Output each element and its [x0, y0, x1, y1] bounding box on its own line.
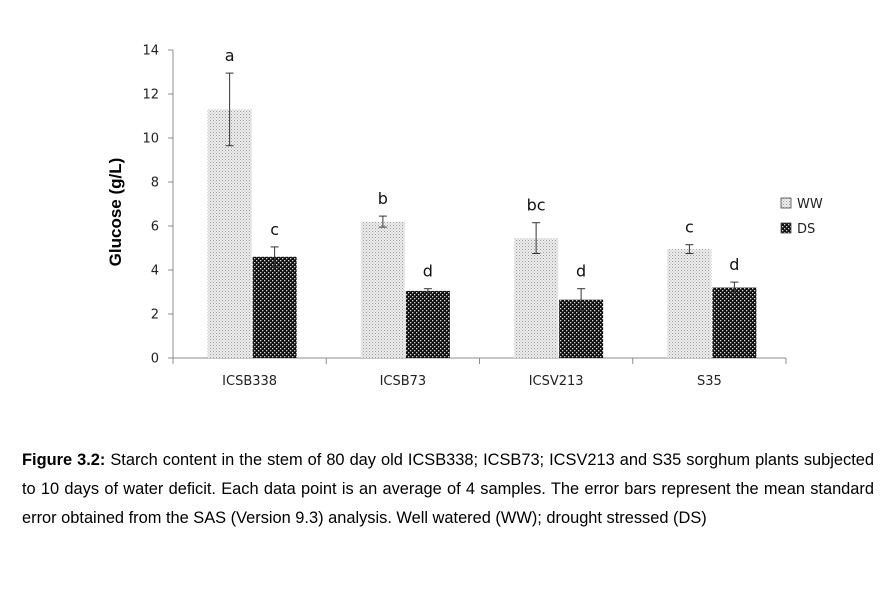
labels: ICSB338 a c ICSB73 b d ICSV213 bc d S35 c d: [222, 46, 739, 389]
significance-label: c: [270, 220, 279, 239]
chart-area: 0 2 4 6 8 10 12 14 Glucose (g/L) ICSB338 a c ICSB73…: [106, 44, 823, 390]
x-tick-label: S35: [697, 374, 722, 389]
x-tick-label: ICSB338: [222, 374, 277, 389]
bar-ww-s35: [667, 249, 712, 358]
bar-chart: 0 2 4 6 8 10 12 14 Glucose (g/L) ICSB338 a c ICSB73…: [106, 44, 823, 390]
significance-label: c: [685, 218, 694, 237]
legend-swatch-ds: [780, 222, 792, 234]
y-axis-label: Glucose (g/L): [106, 158, 125, 267]
y-tick-label: 10: [142, 132, 159, 147]
bar-ds-s35: [712, 287, 757, 358]
y-tick-label: 8: [151, 176, 159, 191]
legend-label-ww: WW: [797, 197, 823, 212]
x-tick-label: ICSV213: [529, 374, 584, 389]
legend-swatch-ww: [780, 197, 792, 209]
bar-ds-icsb338: [252, 256, 297, 358]
significance-label: bc: [527, 196, 546, 215]
x-tick-label: ICSB73: [380, 374, 427, 389]
significance-label: d: [576, 262, 586, 281]
significance-label: a: [225, 46, 235, 65]
significance-label: d: [729, 255, 739, 274]
significance-label: d: [423, 262, 433, 281]
y-tick-label: 4: [151, 264, 159, 279]
y-tick-label: 12: [142, 88, 159, 103]
y-tick-label: 0: [151, 352, 159, 367]
legend: WW DS: [780, 197, 823, 237]
bar-ww-icsb73: [360, 221, 405, 358]
legend-label-ds: DS: [797, 222, 815, 237]
bar-ww-icsv213: [514, 238, 559, 358]
caption-label: Figure 3.2:: [22, 451, 106, 469]
axes: 0 2 4 6 8 10 12 14 Glucose (g/L): [106, 44, 787, 367]
bars: [207, 72, 757, 359]
y-tick-label: 14: [142, 44, 159, 59]
bar-ww-icsb338: [207, 109, 252, 359]
significance-label: b: [378, 189, 388, 208]
y-tick-label: 2: [151, 308, 159, 323]
figure-caption: Figure 3.2: Starch content in the stem o…: [22, 446, 874, 533]
caption-text: Starch content in the stem of 80 day old…: [22, 451, 874, 527]
bar-ds-icsb73: [405, 290, 450, 358]
y-tick-label: 6: [151, 220, 159, 235]
